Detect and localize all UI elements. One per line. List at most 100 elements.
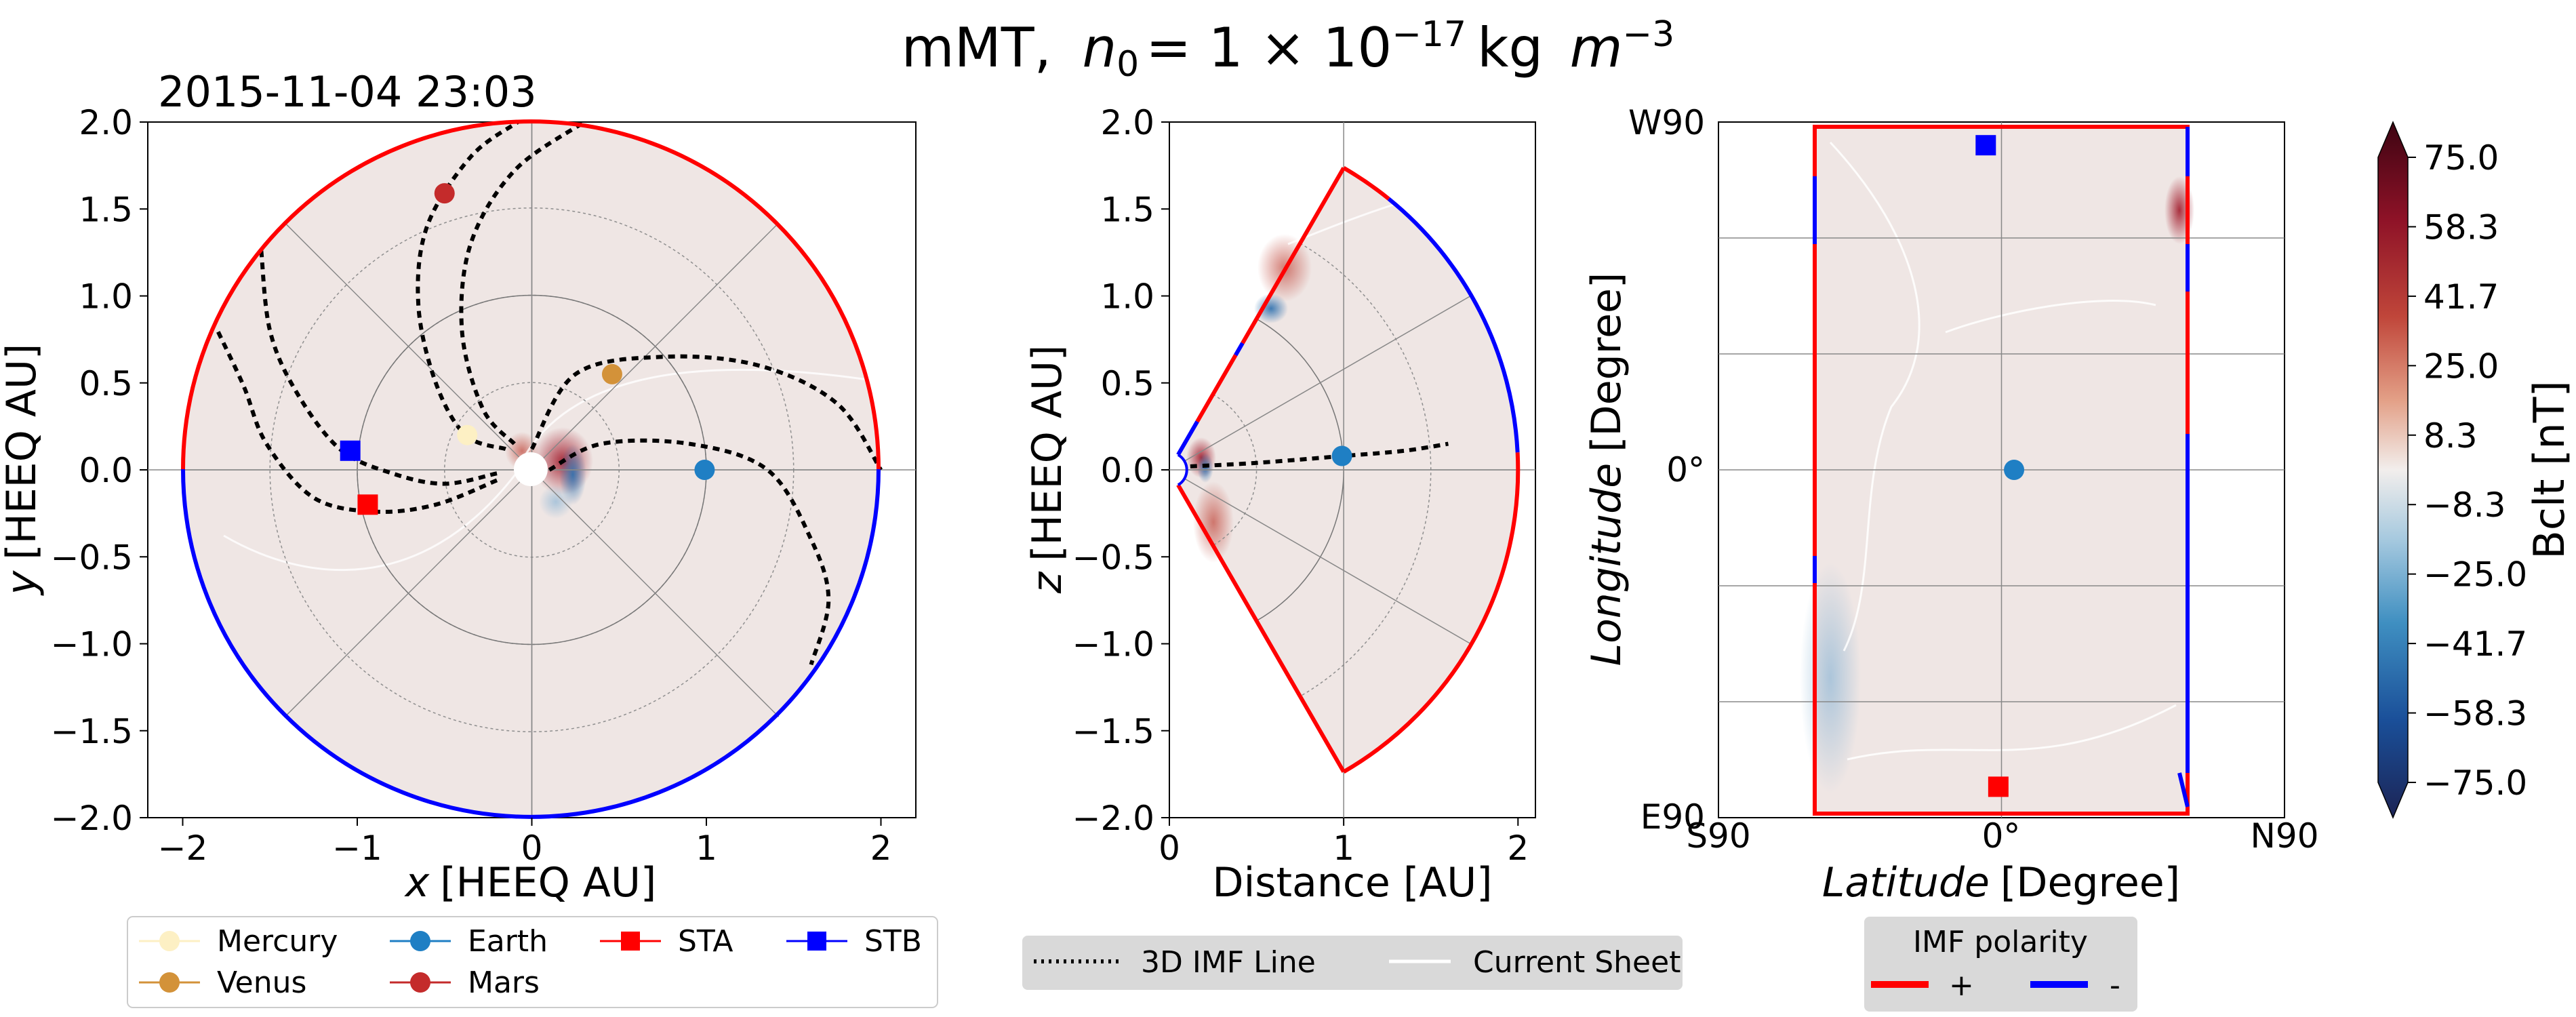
source-surface-ylabel: Longitude[Degree]	[1583, 273, 1630, 666]
y-tick-label: −1.5	[51, 712, 133, 751]
legend-marker	[410, 931, 430, 951]
colorbar-tick-label: 41.7	[2423, 277, 2499, 317]
y-tick-label: W90	[1628, 103, 1705, 142]
y-tick-label: 0°	[1666, 450, 1705, 490]
colorbar-tick-label: 58.3	[2423, 207, 2499, 247]
legend-label: Mars	[468, 965, 540, 1000]
y-tick-label: 1.5	[79, 190, 133, 229]
grid-ray	[1184, 295, 1472, 462]
polarity-minus-label: -	[2110, 968, 2120, 1003]
colorbar-ticks: 75.0 58.3 41.7 25.0 8.3 −8.3 −25.0 −41.7 −58.3 −7…	[2408, 138, 2527, 803]
boundary-negative	[2177, 434, 2190, 807]
meridional-bodies	[1331, 445, 1352, 466]
y-tick-label: −2.0	[51, 799, 133, 838]
sta-marker	[1988, 776, 2009, 797]
x-tick-label: N90	[2250, 816, 2318, 856]
ecliptic-bodies	[340, 183, 715, 515]
earth-marker	[2004, 460, 2025, 480]
polarity-plus-label: +	[1949, 968, 1974, 1003]
sun-disk	[514, 452, 548, 486]
y-tick-label: −0.5	[51, 538, 133, 577]
grid-ray	[284, 222, 533, 471]
x-tick-label: 0	[1159, 829, 1180, 868]
ecliptic-xlabel: x [HEEQ AU]	[404, 859, 657, 906]
legend-marker	[621, 932, 640, 951]
stb-marker	[340, 440, 361, 461]
x-tick-label: 1	[1333, 829, 1354, 868]
colorbar-gradient	[2377, 121, 2409, 819]
legend-marker	[159, 931, 180, 951]
venus-marker	[601, 363, 622, 384]
lines-legend: 3D IMF Line Current Sheet	[1022, 936, 1683, 990]
y-tick-label: 2.0	[1100, 103, 1154, 142]
grid-ray	[531, 222, 780, 471]
legend-entry-mars: Mars	[390, 965, 540, 1000]
colorbar: 75.0 58.3 41.7 25.0 8.3 −8.3 −25.0 −41.7 −58.3 −7…	[2377, 121, 2574, 819]
meridional-xlabel: Distance [AU]	[1212, 859, 1492, 906]
legend-entry-earth: Earth	[390, 924, 548, 959]
title-unit: kg	[1477, 16, 1543, 79]
ecliptic-ticks: −2 −1 0 1 2 2.0 1.5 1.0 0.5 0.0 −0.5 −1.0 −1.5 −2.0	[51, 103, 892, 868]
mars-marker	[434, 183, 455, 204]
meridional-ticks: 0 1 2 2.0 1.5 1.0 0.5 0.0 −0.5 −1.0 −1.5 −2.0	[1072, 103, 1529, 868]
source-surface-feature	[2165, 176, 2194, 244]
x-tick-label: 0	[521, 829, 543, 868]
x-tick-label: 2	[1507, 829, 1529, 868]
grid-ray	[531, 469, 780, 717]
boundary-negative	[1387, 197, 1520, 453]
y-tick-label: 1.5	[1100, 190, 1154, 229]
y-tick-label: 1.0	[1100, 277, 1154, 317]
legend-marker	[410, 972, 430, 993]
boundary-negative	[1234, 342, 1245, 357]
y-tick-label: −1.0	[51, 625, 133, 664]
y-tick-label: 1.0	[79, 277, 133, 317]
title-m-exp: −3	[1623, 14, 1675, 55]
colorbar-tick-label: 25.0	[2423, 346, 2499, 386]
boundary-negative	[181, 468, 881, 819]
title-n: n	[1082, 16, 1116, 79]
meridional-grid	[1169, 122, 1535, 818]
title-n-sub: 0	[1116, 44, 1139, 85]
current-sheet-legend-label: Current Sheet	[1473, 945, 1681, 980]
source-surface-bodies	[1975, 135, 2025, 797]
y-tick-label: 0.5	[1100, 364, 1154, 403]
x-tick-label: 2	[870, 829, 892, 868]
ecliptic-panel: −2 −1 0 1 2 2.0 1.5 1.0 0.5 0.0 −0.5 −1.0 −1.5 −2.0 x…	[0, 103, 917, 906]
timestamp: 2015-11-04 23:03	[158, 67, 537, 117]
legend-entry-stb: STB	[786, 924, 922, 959]
source-surface-boundary	[1813, 125, 2190, 816]
legend-entry-mercury: Mercury	[139, 924, 338, 959]
ecliptic-imf-lines	[216, 120, 883, 666]
x-tick-label: 0°	[1982, 816, 2021, 856]
y-tick-label: E90	[1641, 797, 1705, 837]
legend-entry-venus: Venus	[139, 965, 306, 1000]
x-tick-label: 1	[696, 829, 717, 868]
legend-marker	[159, 972, 180, 993]
y-tick-label: 0.0	[1100, 451, 1154, 490]
x-tick-label: S90	[1686, 816, 1750, 856]
boundary-positive	[1176, 483, 1346, 773]
stb-marker	[1975, 135, 1996, 156]
boundary-positive	[1342, 452, 1521, 774]
imf-field-line	[529, 354, 883, 471]
boundary-positive	[1241, 167, 1346, 344]
legend-label: Mercury	[217, 924, 338, 959]
legend-marker	[807, 932, 826, 951]
y-tick-label: −2.0	[1072, 799, 1154, 838]
colorbar-tick-label: 75.0	[2423, 138, 2499, 178]
legend-label: Earth	[468, 924, 548, 959]
title-model: mMT,	[902, 16, 1051, 79]
colorbar-tick-label: −41.7	[2423, 624, 2527, 664]
colorbar-tick-label: −25.0	[2423, 555, 2527, 595]
y-tick-label: 0.0	[79, 451, 133, 490]
ecliptic-grid	[148, 121, 916, 819]
imf-field-line	[216, 330, 498, 514]
boundary-positive	[181, 119, 881, 470]
imf-field-line	[259, 250, 498, 486]
colorbar-label: Bclt [nT]	[2524, 380, 2574, 559]
x-tick-label: −1	[332, 829, 382, 868]
legend-label: STA	[678, 924, 733, 959]
meridional-ylabel: z[HEEQ AU]	[1024, 345, 1071, 595]
title-exp: −17	[1392, 14, 1466, 55]
